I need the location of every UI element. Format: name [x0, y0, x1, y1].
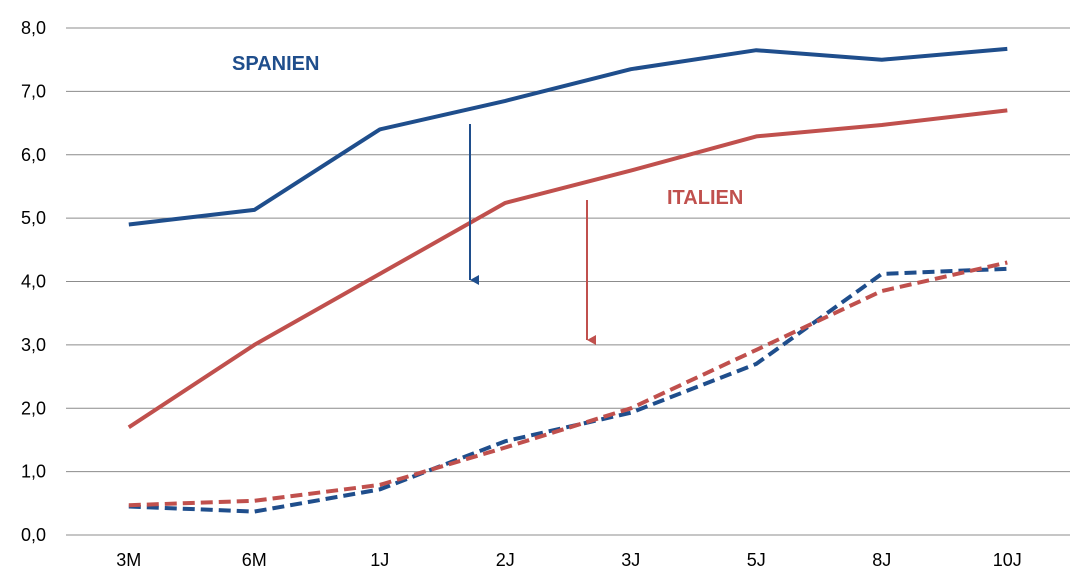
y-tick-label: 1,0 — [21, 462, 46, 482]
x-tick-label: 5J — [747, 550, 766, 570]
italien-label: ITALIEN — [667, 187, 743, 209]
italien-line — [127, 108, 1008, 429]
y-tick-label: 5,0 — [21, 208, 46, 228]
x-tick-label: 6M — [242, 550, 267, 570]
y-tick-label: 8,0 — [21, 18, 46, 38]
x-tick-label: 2J — [496, 550, 515, 570]
spanien-label: SPANIEN — [232, 53, 319, 75]
y-tick-label: 7,0 — [21, 81, 46, 101]
spanien-line — [128, 46, 1008, 227]
x-tick-label: 3M — [116, 550, 141, 570]
y-tick-label: 4,0 — [21, 272, 46, 292]
series-lines — [127, 46, 1008, 514]
y-tick-label: 0,0 — [21, 525, 46, 545]
y-tick-label: 3,0 — [21, 335, 46, 355]
y-tick-label: 2,0 — [21, 398, 46, 418]
x-tick-label: 1J — [370, 550, 389, 570]
y-axis: 0,0 1,0 2,0 3,0 4,0 5,0 6,0 7,0 8,0 — [21, 18, 46, 545]
x-tick-label: 10J — [993, 550, 1022, 570]
series-3-dashed-line — [128, 266, 1008, 514]
series-4-dashed-line — [128, 260, 1008, 508]
x-tick-label: 8J — [872, 550, 891, 570]
y-tick-label: 6,0 — [21, 145, 46, 165]
grid-lines — [66, 27, 1070, 536]
x-tick-label: 3J — [621, 550, 640, 570]
x-axis: 3M 6M 1J 2J 3J 5J 8J 10J — [116, 550, 1022, 570]
